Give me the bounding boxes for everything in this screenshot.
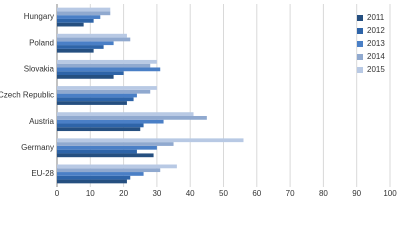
bar: [57, 175, 131, 180]
bar: [57, 37, 131, 42]
y-tick-label: Germany: [21, 143, 54, 152]
bar: [57, 145, 157, 150]
bar: [57, 45, 104, 49]
bar: [57, 86, 157, 90]
x-tick-label: 50: [219, 189, 228, 198]
x-tick-label: 20: [119, 189, 128, 198]
x-tick-label: 10: [86, 189, 95, 198]
bar: [57, 101, 127, 105]
legend-swatch: [357, 15, 363, 21]
bar: [57, 138, 244, 143]
x-tick-label: 70: [286, 189, 295, 198]
bar: [57, 149, 137, 154]
y-tick-label: Slovakia: [24, 64, 55, 73]
bar: [57, 33, 127, 38]
bar: [57, 11, 111, 16]
bar: [57, 172, 144, 176]
bar: [57, 67, 161, 72]
bar: [57, 119, 164, 124]
y-tick-label: EU-28: [31, 169, 54, 178]
legend-swatch: [357, 54, 363, 60]
x-tick-label: 40: [186, 189, 195, 198]
bar: [57, 179, 127, 184]
bar: [57, 89, 151, 94]
legend-label: 2014: [367, 52, 385, 61]
bar: [57, 59, 157, 64]
bar: [57, 71, 124, 76]
legend-swatch: [357, 67, 363, 73]
y-tick-label: Hungary: [24, 12, 54, 21]
y-tick-label: Czech Republic: [0, 91, 54, 100]
bar: [57, 97, 134, 102]
bar: [57, 22, 84, 27]
bar: [57, 63, 151, 68]
legend-swatch: [357, 28, 363, 34]
bar: [57, 112, 194, 116]
bar: [57, 75, 114, 79]
x-tick-label: 0: [55, 189, 60, 198]
bar: [57, 18, 94, 23]
x-tick-label: 100: [383, 189, 397, 198]
x-tick-label: 80: [319, 189, 328, 198]
bar: [57, 168, 161, 173]
bar: [57, 164, 177, 169]
bar: [57, 15, 101, 19]
bar: [57, 93, 137, 98]
legend-label: 2013: [367, 39, 385, 48]
legend-label: 2011: [367, 13, 385, 22]
legend-swatch: [357, 41, 363, 47]
bar: [57, 7, 111, 12]
x-tick-label: 90: [352, 189, 361, 198]
bar: [57, 153, 154, 158]
bar: [57, 115, 207, 120]
chart: 0 10 20 30 40 50 60 70 80 90 100 Hungary Poland Slova…: [0, 4, 397, 198]
bar: [57, 48, 94, 53]
bar: [57, 41, 114, 46]
bar: [57, 123, 144, 128]
bar: [57, 127, 141, 132]
legend-label: 2012: [367, 26, 385, 35]
bar: [57, 142, 174, 146]
y-tick-label: Poland: [29, 38, 54, 47]
legend-label: 2015: [367, 65, 385, 74]
y-tick-label: Austria: [29, 117, 54, 126]
x-tick-label: 30: [152, 189, 161, 198]
x-tick-label: 60: [252, 189, 261, 198]
